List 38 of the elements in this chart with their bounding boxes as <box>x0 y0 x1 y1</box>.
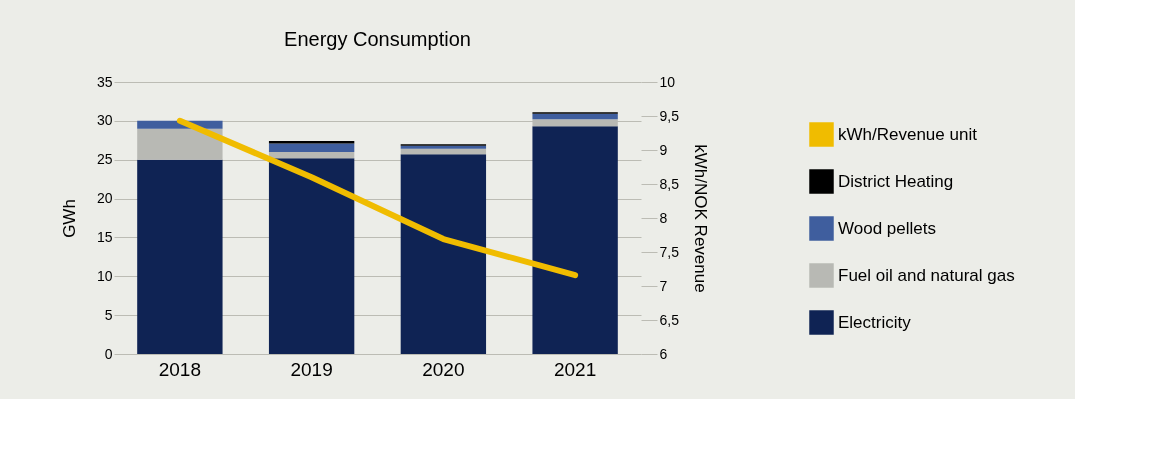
chart-title: Energy Consumption <box>284 28 471 50</box>
y-tick-label: 25 <box>96 151 113 168</box>
bar <box>532 113 618 120</box>
y2-tick-label: 7 <box>659 277 668 294</box>
x-tick-label: 2019 <box>290 358 333 380</box>
legend-label: kWh/Revenue unit <box>838 124 978 144</box>
legend-label: Fuel oil and natural gas <box>838 265 1015 285</box>
y2-tick-label: 8 <box>659 209 668 226</box>
y-tick-label: 30 <box>96 112 113 129</box>
legend-label: Electricity <box>838 312 912 332</box>
y2-tick-label: 7,5 <box>659 243 680 260</box>
bar <box>268 151 355 159</box>
bar <box>268 143 355 152</box>
y-tick-label: 10 <box>96 267 113 284</box>
bar <box>532 126 618 354</box>
bar <box>268 158 355 354</box>
y2-tick-label: 6 <box>659 345 668 362</box>
legend-label: Wood pellets <box>838 218 936 238</box>
y-tick-label: 20 <box>96 190 113 207</box>
y-tick-label: 5 <box>104 306 113 323</box>
y-tick-label: 15 <box>96 228 113 245</box>
y2-tick-label: 9 <box>659 141 668 158</box>
y-tick-label: 35 <box>96 73 113 90</box>
y2-tick-label: 8,5 <box>659 175 680 192</box>
y2-tick-label: 6,5 <box>659 311 680 328</box>
bar <box>137 128 223 160</box>
y-axis-title: GWh <box>59 199 79 238</box>
bar <box>137 159 223 354</box>
x-tick-label: 2021 <box>553 358 597 380</box>
y2-tick-label: 10 <box>659 73 676 90</box>
y2-axis-title: kWh/NOK Revenue <box>690 144 710 293</box>
x-tick-label: 2018 <box>158 358 202 380</box>
x-tick-label: 2020 <box>422 358 465 380</box>
bar <box>400 148 487 155</box>
legend-label: District Heating <box>838 171 954 191</box>
y-tick-label: 0 <box>104 345 113 362</box>
bar <box>400 154 487 354</box>
y2-tick-label: 9,5 <box>659 107 680 124</box>
